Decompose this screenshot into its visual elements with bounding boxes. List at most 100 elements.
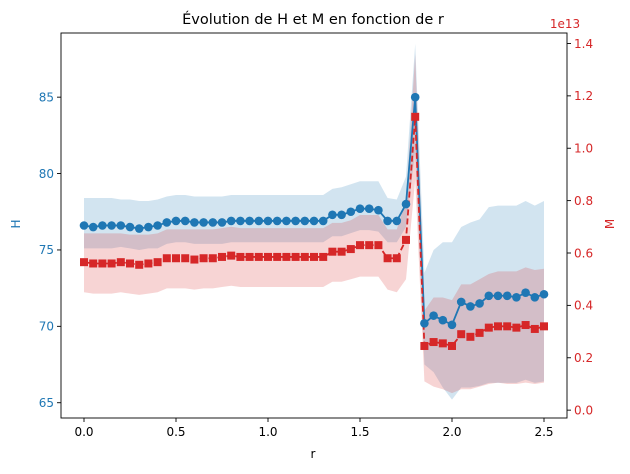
series-1-point <box>245 216 254 226</box>
x-tick-label: 2.5 <box>534 425 553 439</box>
series-1-point <box>208 218 218 227</box>
series-1-point <box>309 216 319 226</box>
series-1-point <box>79 221 89 230</box>
series-2-point <box>411 112 420 121</box>
plot-frame <box>60 32 568 419</box>
series-2-point <box>264 252 272 261</box>
series-1-point <box>438 315 448 325</box>
series-2-point <box>530 324 539 333</box>
series-1-point <box>493 291 503 301</box>
series-1-point <box>180 216 190 226</box>
right-y-tick-label: 0.2 <box>574 351 593 365</box>
series-2-point <box>126 259 134 268</box>
series-1-point <box>346 207 356 217</box>
series-2-point <box>503 322 512 331</box>
x-tick-label: 0.0 <box>74 425 93 439</box>
series-2-point <box>245 252 254 261</box>
right-y-tick-label: 0.6 <box>574 246 593 260</box>
left-y-tick-label: 70 <box>39 320 54 334</box>
series-2-point <box>494 322 502 331</box>
series-markers <box>79 92 549 350</box>
series-2-point <box>291 252 300 261</box>
series-2-point <box>512 323 521 332</box>
series-1-point <box>153 221 162 230</box>
series-2-point <box>438 339 447 348</box>
series-1-point <box>134 224 144 233</box>
series-1-point <box>466 302 475 311</box>
right-y-tick-label: 1.2 <box>574 89 593 103</box>
right-y-axis-label: M <box>603 219 617 229</box>
series-1-point <box>199 218 208 227</box>
series-2-point <box>190 255 199 264</box>
series-1-point <box>420 318 429 328</box>
right-y-tick-label: 1.4 <box>574 37 593 51</box>
series-2-point <box>392 254 401 263</box>
series-1-point <box>374 205 383 215</box>
right-y-tick-label: 0.8 <box>574 194 593 208</box>
series-2-point <box>337 247 346 256</box>
series-1-point <box>502 291 512 301</box>
series-2-point <box>356 241 364 250</box>
series-1-point <box>364 204 374 213</box>
series-2-point <box>208 254 217 263</box>
series-1-point <box>190 218 199 227</box>
series-1-point <box>521 288 530 298</box>
series-2-point <box>116 258 125 267</box>
series-1-point <box>272 216 282 226</box>
series-2-point <box>144 259 153 268</box>
series-1-point <box>475 299 484 308</box>
series-2-point <box>227 251 236 260</box>
series-2-point <box>181 254 190 263</box>
series-2-point <box>466 332 475 341</box>
chart-title: Évolution de H et M en fonction de r <box>182 11 444 28</box>
series-2-point <box>328 247 337 256</box>
left-y-tick-label: 80 <box>39 167 54 181</box>
left-y-tick-label: 75 <box>39 243 54 257</box>
series-1-point <box>291 216 300 226</box>
series-1-point <box>539 289 549 299</box>
series-2-point <box>374 241 383 250</box>
series-1-point <box>116 221 126 230</box>
series-2-point <box>135 260 144 269</box>
series-1-point <box>144 222 153 232</box>
series-2-point <box>429 338 438 347</box>
series-1-point <box>263 216 273 226</box>
series-2-point <box>162 254 171 263</box>
series-2-point <box>365 241 374 250</box>
series-1-point <box>282 216 291 226</box>
series-1-point <box>484 291 494 301</box>
series-2-point <box>319 252 328 261</box>
left-y-tick-label: 85 <box>39 90 54 104</box>
series-1-point <box>300 216 310 226</box>
right-y-tick-label: 0.0 <box>574 403 593 417</box>
left-y-tick-label: 65 <box>39 396 54 410</box>
x-axis-label: r <box>311 447 316 461</box>
series-1-point <box>171 216 181 226</box>
series-1-point <box>107 221 116 230</box>
series-1-point <box>98 221 107 230</box>
series-2-point <box>540 322 548 331</box>
series-2-point <box>254 252 263 261</box>
series-1-point <box>125 222 135 232</box>
series-2-point <box>457 330 466 339</box>
series-2-point <box>153 258 162 267</box>
series-1-point <box>355 204 365 213</box>
series-1-point <box>401 199 411 209</box>
x-tick-label: 0.5 <box>166 425 185 439</box>
series-2-point <box>300 252 309 261</box>
series-2-point <box>282 252 291 261</box>
series-2-point <box>383 254 392 263</box>
series-1-point <box>88 222 98 232</box>
series-1-point <box>236 216 245 226</box>
series-1-point <box>456 297 466 307</box>
series-1-point <box>383 216 392 226</box>
series-2-point <box>236 252 245 261</box>
series-2-point <box>80 258 88 267</box>
series-1-point <box>392 216 402 226</box>
series-2-point <box>448 341 456 350</box>
series-2-point <box>310 252 318 261</box>
series-1-point <box>217 218 227 227</box>
x-tick-label: 1.0 <box>258 425 277 439</box>
series-2-point <box>484 323 493 332</box>
